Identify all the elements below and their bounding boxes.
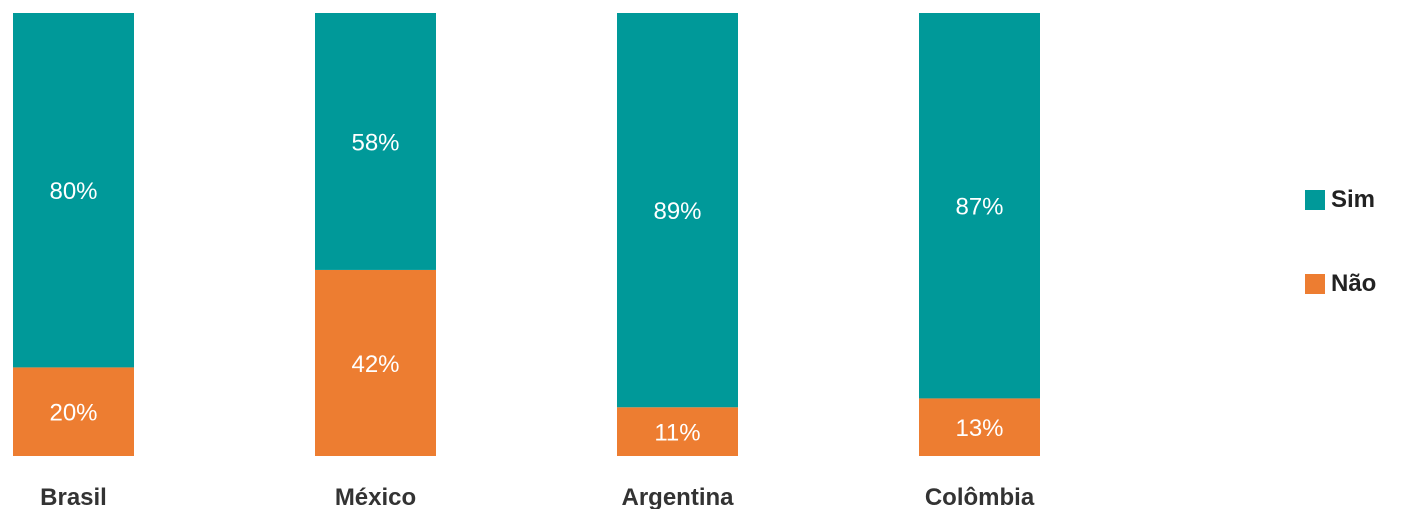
data-label-colombia-nao: 13% [955,415,1003,442]
category-label-argentina: Argentina [621,484,734,509]
data-label-argentina-sim: 89% [653,198,701,225]
bar-mexico-nao [315,269,436,456]
bar-brasil-sim [13,13,134,368]
legend-swatch-sim [1305,190,1325,210]
data-label-brasil-nao: 20% [49,400,97,427]
category-label-brasil: Brasil [40,484,107,509]
data-label-argentina-nao: 11% [654,420,700,447]
legend: Sim Não [1305,180,1376,348]
data-label-brasil-sim: 80% [49,178,97,205]
legend-item-nao: Não [1305,264,1376,304]
data-label-mexico-nao: 42% [351,351,399,378]
category-label-colombia: Colômbia [925,484,1035,509]
legend-item-sim: Sim [1305,180,1376,220]
legend-label-nao: Não [1331,270,1377,297]
legend-swatch-nao [1305,274,1325,294]
data-label-colombia-sim: 87% [955,194,1003,221]
bar-brasil-nao [13,367,134,456]
bar-argentina-nao [617,407,738,456]
data-label-mexico-sim: 58% [351,129,399,156]
bar-argentina-sim [617,13,738,408]
legend-label-sim: Sim [1331,186,1376,213]
bar-colombia-nao [919,398,1040,456]
bar-mexico-sim [315,13,436,270]
bar-colombia-sim [919,13,1040,399]
category-label-mexico: México [335,484,416,509]
